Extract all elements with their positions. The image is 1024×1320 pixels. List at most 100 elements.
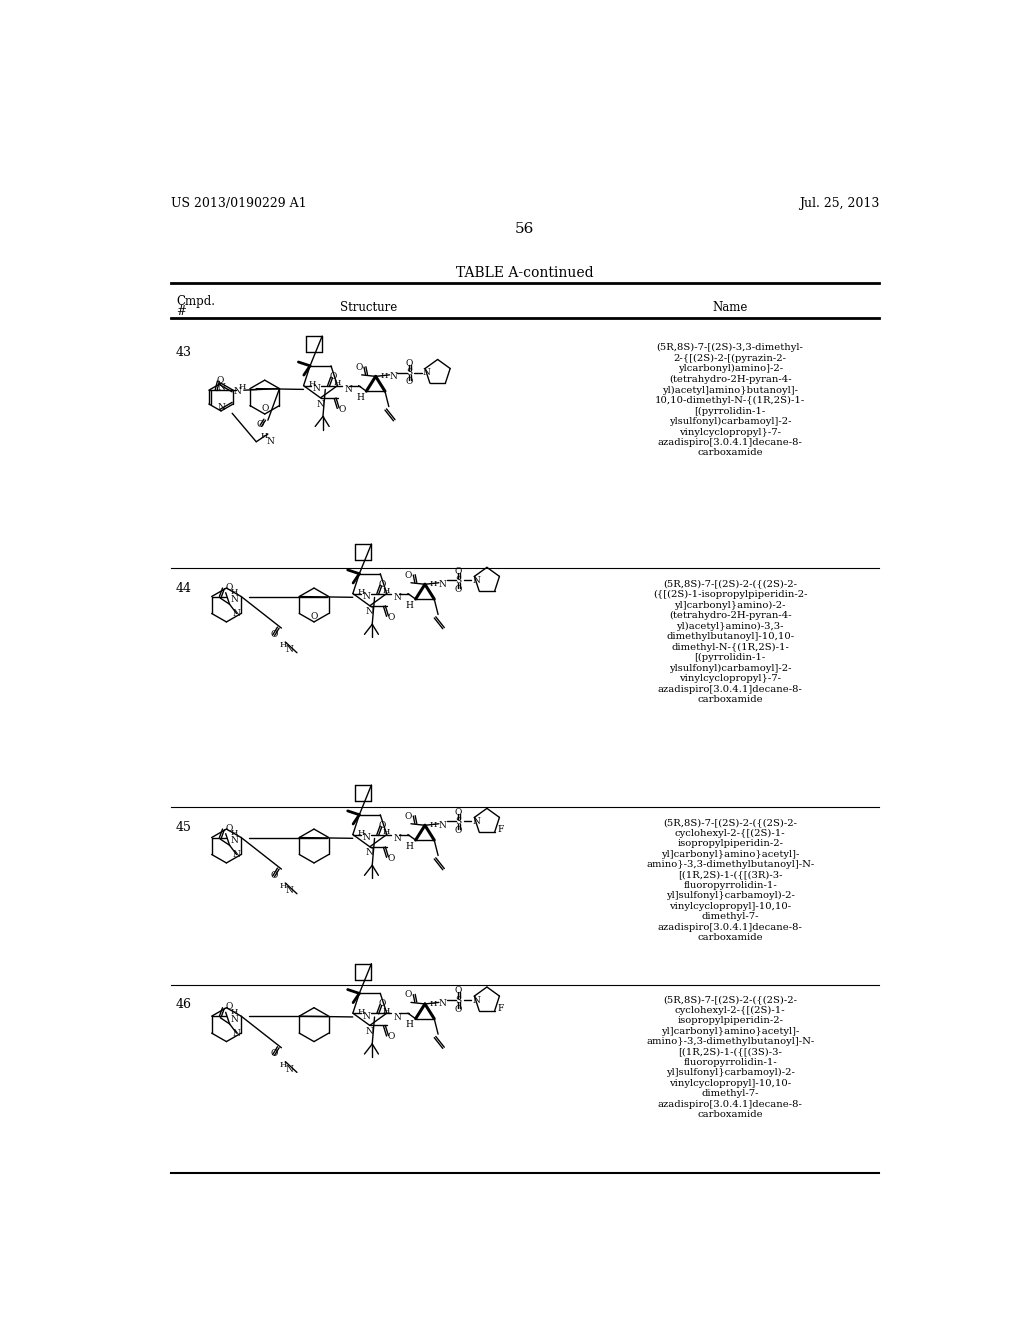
Text: O: O [256, 420, 264, 429]
Text: H: H [230, 829, 238, 837]
Text: O: O [455, 808, 462, 817]
Text: N: N [312, 384, 321, 393]
Text: N: N [366, 1027, 374, 1036]
Text: (5R,8S)-7-[(2S)-2-({(2S)-2-
({[(2S)-1-isopropylpiperidin-2-
yl]carbonyl}amino)-2: (5R,8S)-7-[(2S)-2-({(2S)-2- ({[(2S)-1-is… [653, 579, 808, 704]
Text: TABLE A-continued: TABLE A-continued [456, 267, 594, 280]
Text: Cmpd.: Cmpd. [176, 296, 215, 309]
Text: O: O [404, 990, 413, 999]
Text: N: N [232, 609, 241, 618]
Text: H: H [230, 1007, 238, 1015]
Text: N: N [230, 836, 239, 845]
Text: N: N [394, 593, 401, 602]
Text: O: O [455, 986, 462, 995]
Text: H: H [357, 1007, 366, 1015]
Text: O: O [330, 372, 337, 381]
Text: O: O [339, 405, 346, 414]
Text: O: O [379, 821, 386, 830]
Text: N: N [394, 834, 401, 843]
Text: H: H [383, 1007, 390, 1015]
Text: H: H [357, 587, 366, 597]
Text: O: O [406, 359, 413, 368]
Text: 46: 46 [176, 998, 193, 1011]
Text: O: O [225, 824, 232, 833]
Text: N: N [345, 385, 352, 393]
Text: N: N [472, 995, 480, 1005]
Text: N: N [230, 1015, 239, 1024]
Text: N: N [439, 579, 446, 589]
Text: N: N [233, 387, 242, 396]
Text: H: H [356, 393, 365, 401]
Text: N: N [472, 817, 480, 826]
Text: H: H [334, 379, 341, 387]
Text: S: S [406, 368, 412, 378]
Text: N: N [230, 595, 239, 605]
Text: F: F [498, 1005, 504, 1012]
Text: H: H [308, 380, 315, 388]
Text: H: H [383, 587, 390, 595]
Text: S: S [456, 817, 461, 826]
Text: S: S [456, 995, 461, 1005]
Text: O: O [355, 363, 364, 372]
Text: 43: 43 [176, 346, 193, 359]
Text: O: O [455, 566, 462, 576]
Text: S: S [456, 576, 461, 585]
Text: H: H [280, 1061, 287, 1069]
Text: H: H [230, 587, 238, 595]
Text: Name: Name [713, 301, 748, 314]
Text: Jul. 25, 2013: Jul. 25, 2013 [799, 197, 879, 210]
Text: N: N [266, 437, 274, 446]
Text: O: O [388, 854, 395, 863]
Text: N: N [389, 372, 397, 381]
Text: 56: 56 [515, 222, 535, 235]
Text: US 2013/0190229 A1: US 2013/0190229 A1 [171, 197, 306, 210]
Text: N: N [286, 645, 293, 655]
Text: O: O [216, 376, 223, 384]
Text: N: N [423, 368, 431, 378]
Text: H: H [381, 372, 388, 380]
Text: N: N [472, 576, 480, 585]
Text: O: O [388, 1032, 395, 1041]
Text: H: H [430, 581, 437, 589]
Text: O: O [310, 612, 317, 620]
Text: (5R,8S)-7-[(2S)-2-({(2S)-2-
cyclohexyl-2-{[(2S)-1-
isopropylpiperidin-2-
yl]carb: (5R,8S)-7-[(2S)-2-({(2S)-2- cyclohexyl-2… [646, 995, 814, 1119]
Text: O: O [225, 1002, 232, 1011]
Text: N: N [362, 833, 370, 842]
Text: H: H [406, 842, 414, 851]
Text: N: N [366, 849, 374, 858]
Text: O: O [270, 630, 278, 639]
Text: N: N [217, 403, 225, 412]
Text: N: N [232, 1028, 241, 1038]
Text: O: O [404, 570, 413, 579]
Text: O: O [379, 999, 386, 1008]
Text: N: N [439, 821, 446, 830]
Text: H: H [239, 383, 246, 391]
Text: H: H [357, 829, 366, 837]
Text: H: H [430, 821, 437, 829]
Text: N: N [394, 1012, 401, 1022]
Text: N: N [316, 400, 325, 408]
Text: O: O [455, 826, 462, 836]
Text: O: O [225, 583, 232, 591]
Text: O: O [404, 812, 413, 821]
Text: N: N [439, 999, 446, 1008]
Text: H: H [383, 828, 390, 837]
Text: H: H [430, 1001, 437, 1008]
Text: H: H [260, 432, 267, 440]
Text: N: N [286, 1065, 293, 1073]
Text: Structure: Structure [340, 301, 397, 314]
Text: N: N [217, 383, 225, 392]
Text: (5R,8S)-7-[(2S)-3,3-dimethyl-
2-{[(2S)-2-[(pyrazin-2-
ylcarbonyl)amino]-2-
(tetr: (5R,8S)-7-[(2S)-3,3-dimethyl- 2-{[(2S)-2… [655, 343, 805, 457]
Text: N: N [366, 607, 374, 616]
Text: 44: 44 [176, 582, 193, 595]
Text: N: N [286, 886, 293, 895]
Text: N: N [362, 1011, 370, 1020]
Text: N: N [232, 850, 241, 859]
Text: O: O [388, 612, 395, 622]
Text: F: F [498, 825, 504, 834]
Text: (5R,8S)-7-[(2S)-2-({(2S)-2-
cyclohexyl-2-{[(2S)-1-
isopropylpiperidin-2-
yl]carb: (5R,8S)-7-[(2S)-2-({(2S)-2- cyclohexyl-2… [646, 818, 814, 942]
Text: O: O [270, 1049, 278, 1059]
Text: O: O [406, 378, 413, 387]
Text: H: H [406, 601, 414, 610]
Text: O: O [261, 404, 268, 413]
Text: H: H [406, 1020, 414, 1030]
